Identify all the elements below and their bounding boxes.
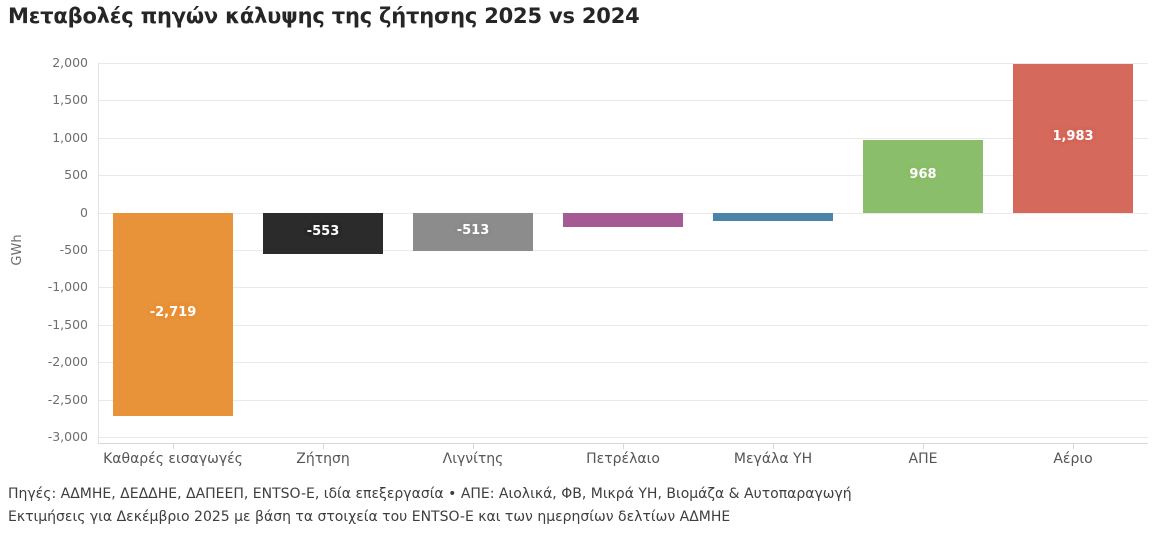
bar-value-label: 968	[909, 167, 937, 183]
gridline	[98, 324, 1148, 326]
y-tick-label: -1,000	[47, 279, 88, 295]
y-tick-label: 500	[64, 167, 88, 183]
gridline	[98, 399, 1148, 401]
gridline	[98, 175, 1148, 177]
x-axis-category-label: Μεγάλα ΥΗ	[733, 451, 813, 467]
x-axis-category-label: Καθαρές εισαγωγές	[103, 451, 243, 467]
y-tick-label: 1,000	[52, 129, 88, 145]
gridline	[98, 100, 1148, 102]
y-tick-label: -3,000	[47, 429, 88, 444]
bar-value-label: 1,983	[1052, 129, 1094, 145]
category-tick	[623, 443, 624, 449]
y-tick-label: -2,500	[47, 391, 88, 407]
footer-sources: Πηγές: ΑΔΜΗΕ, ΔΕΔΔΗΕ, ΔΑΠΕΕΠ, ENTSO-E, ι…	[8, 486, 852, 502]
x-axis-category-label: Αέριο	[1053, 451, 1093, 467]
bar-value-label: -553	[306, 224, 340, 240]
gridline	[98, 437, 1148, 438]
gridline	[98, 287, 1148, 289]
category-tick	[1073, 443, 1074, 449]
y-tick-label: -2,000	[47, 354, 88, 370]
y-tick-label: 2,000	[52, 55, 88, 70]
chart-title: Μεταβολές πηγών κάλυψης της ζήτησης 2025…	[8, 4, 640, 28]
gridline	[98, 63, 1148, 64]
y-tick-label: 0	[80, 204, 88, 220]
bar-7: 1,983	[1013, 64, 1133, 213]
x-axis-category-label: Πετρέλαιο	[586, 451, 660, 467]
category-tick	[473, 443, 474, 449]
y-tick-label: -1,500	[47, 316, 88, 332]
x-axis-category-label: ΑΠΕ	[908, 451, 938, 467]
bar-2: -553	[263, 212, 383, 254]
gridline	[98, 137, 1148, 139]
bar-value-label: -513	[456, 222, 490, 238]
category-tick	[923, 443, 924, 449]
x-axis-category-label: Ζήτηση	[296, 451, 350, 467]
bar-6: 968	[863, 140, 983, 213]
bar-3: -513	[413, 212, 533, 251]
y-tick-label: -500	[59, 242, 88, 257]
x-axis-category-label: Λιγνίτης	[442, 451, 504, 467]
category-tick	[773, 443, 774, 449]
gridline	[98, 362, 1148, 364]
bar-5	[713, 212, 833, 221]
y-tick-label: 1,500	[52, 92, 88, 108]
bar-4	[563, 212, 683, 227]
bar-1: -2,719	[113, 212, 233, 416]
footer-note: Εκτιμήσεις για Δεκέμβριο 2025 με βάση τα…	[8, 509, 731, 525]
gridline	[98, 250, 1148, 251]
category-tick	[173, 443, 174, 449]
category-tick	[323, 443, 324, 449]
y-axis-line	[98, 63, 99, 443]
bar-value-label: -2,719	[149, 305, 197, 321]
